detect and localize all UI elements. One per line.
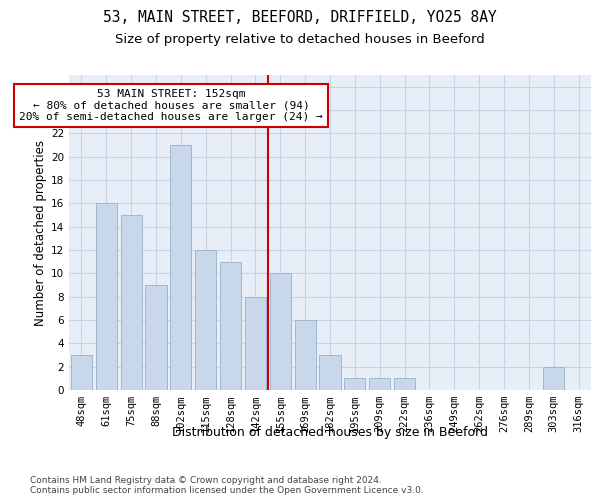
Bar <box>295 320 316 390</box>
Text: Contains HM Land Registry data © Crown copyright and database right 2024.
Contai: Contains HM Land Registry data © Crown c… <box>30 476 424 495</box>
Bar <box>170 145 191 390</box>
Bar <box>121 215 142 390</box>
Bar <box>394 378 415 390</box>
Bar <box>270 274 291 390</box>
Bar <box>195 250 216 390</box>
Bar <box>96 204 117 390</box>
Bar <box>71 355 92 390</box>
Text: Distribution of detached houses by size in Beeford: Distribution of detached houses by size … <box>172 426 488 439</box>
Y-axis label: Number of detached properties: Number of detached properties <box>34 140 47 326</box>
Bar <box>319 355 341 390</box>
Text: Size of property relative to detached houses in Beeford: Size of property relative to detached ho… <box>115 32 485 46</box>
Text: 53 MAIN STREET: 152sqm
← 80% of detached houses are smaller (94)
20% of semi-det: 53 MAIN STREET: 152sqm ← 80% of detached… <box>19 89 323 122</box>
Bar <box>369 378 390 390</box>
Bar <box>344 378 365 390</box>
Bar <box>220 262 241 390</box>
Bar <box>145 285 167 390</box>
Text: 53, MAIN STREET, BEEFORD, DRIFFIELD, YO25 8AY: 53, MAIN STREET, BEEFORD, DRIFFIELD, YO2… <box>103 10 497 25</box>
Bar <box>543 366 564 390</box>
Bar <box>245 296 266 390</box>
